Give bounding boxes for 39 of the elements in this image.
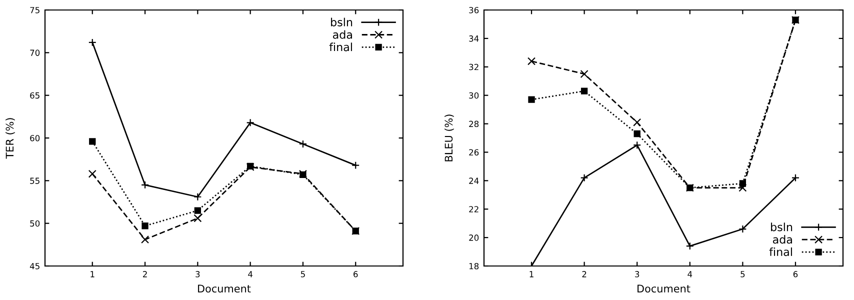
- x-tick-label: 4: [248, 271, 253, 278]
- y-tick-label: 45: [30, 263, 40, 270]
- x-tick-label: 5: [300, 271, 305, 278]
- y-tick-label: 30: [469, 92, 479, 99]
- y-tick-label: 50: [30, 220, 40, 227]
- y-tick-label: 75: [30, 7, 40, 14]
- y-tick-label: 36: [469, 6, 479, 14]
- legend-label: bsln: [771, 222, 792, 232]
- y-tick-label: 18: [469, 262, 479, 270]
- x-tick-label: 3: [635, 271, 640, 278]
- legend-label: final: [329, 42, 352, 52]
- y-tick-label: 28: [469, 120, 479, 128]
- y-axis-title: TER (%): [6, 118, 15, 159]
- legend-label: final: [769, 247, 792, 256]
- y-tick-label: 22: [469, 206, 478, 212]
- y-tick-label: 34: [469, 35, 479, 42]
- y-tick-label: 32: [469, 64, 478, 70]
- x-tick-label: 2: [142, 271, 147, 278]
- x-axis-title: Document: [198, 284, 251, 293]
- x-tick-label: 6: [793, 271, 798, 278]
- y-tick-label: 55: [30, 178, 40, 184]
- x-tick-label: 5: [740, 271, 745, 278]
- x-axis-title: Document: [638, 284, 690, 293]
- legend-label: ada: [332, 30, 352, 39]
- y-tick-label: 70: [30, 50, 40, 56]
- x-tick-label: 4: [688, 271, 692, 278]
- y-axis-title: BLEU (%): [444, 114, 454, 162]
- x-tick-label: 2: [582, 271, 586, 278]
- x-tick-label: 3: [196, 271, 200, 278]
- x-tick-label: 1: [530, 271, 534, 278]
- y-tick-label: 24: [469, 178, 479, 184]
- x-tick-label: 6: [354, 271, 358, 278]
- y-tick-label: 60: [30, 134, 40, 142]
- y-tick-label: 20: [469, 234, 479, 241]
- y-tick-label: 65: [30, 92, 40, 99]
- x-tick-label: 1: [90, 271, 94, 278]
- legend-label: bsln: [331, 18, 352, 26]
- legend-label: ada: [772, 235, 792, 244]
- y-tick-label: 26: [469, 149, 479, 156]
